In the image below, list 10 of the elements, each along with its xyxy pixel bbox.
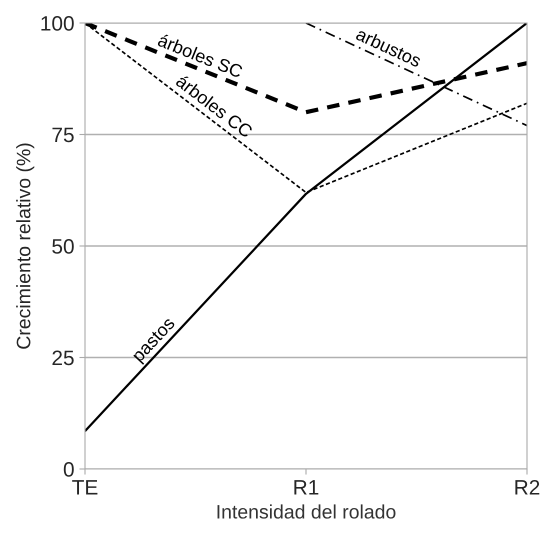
y-axis-title: Crecimiento relativo (%) — [16, 143, 34, 349]
y-tick-label: 75 — [52, 128, 74, 142]
y-tick-label: 0 — [64, 462, 74, 477]
x-axis-title: Intensidad del rolado — [218, 504, 396, 519]
x-tick-label: R2 — [515, 480, 540, 495]
y-tick-label: 25 — [52, 350, 74, 366]
x-tick-label: R1 — [294, 480, 318, 495]
y-tick-label: 100 — [41, 16, 74, 31]
x-tick-label: TE — [72, 480, 98, 495]
y-tick-label: 50 — [52, 239, 74, 254]
